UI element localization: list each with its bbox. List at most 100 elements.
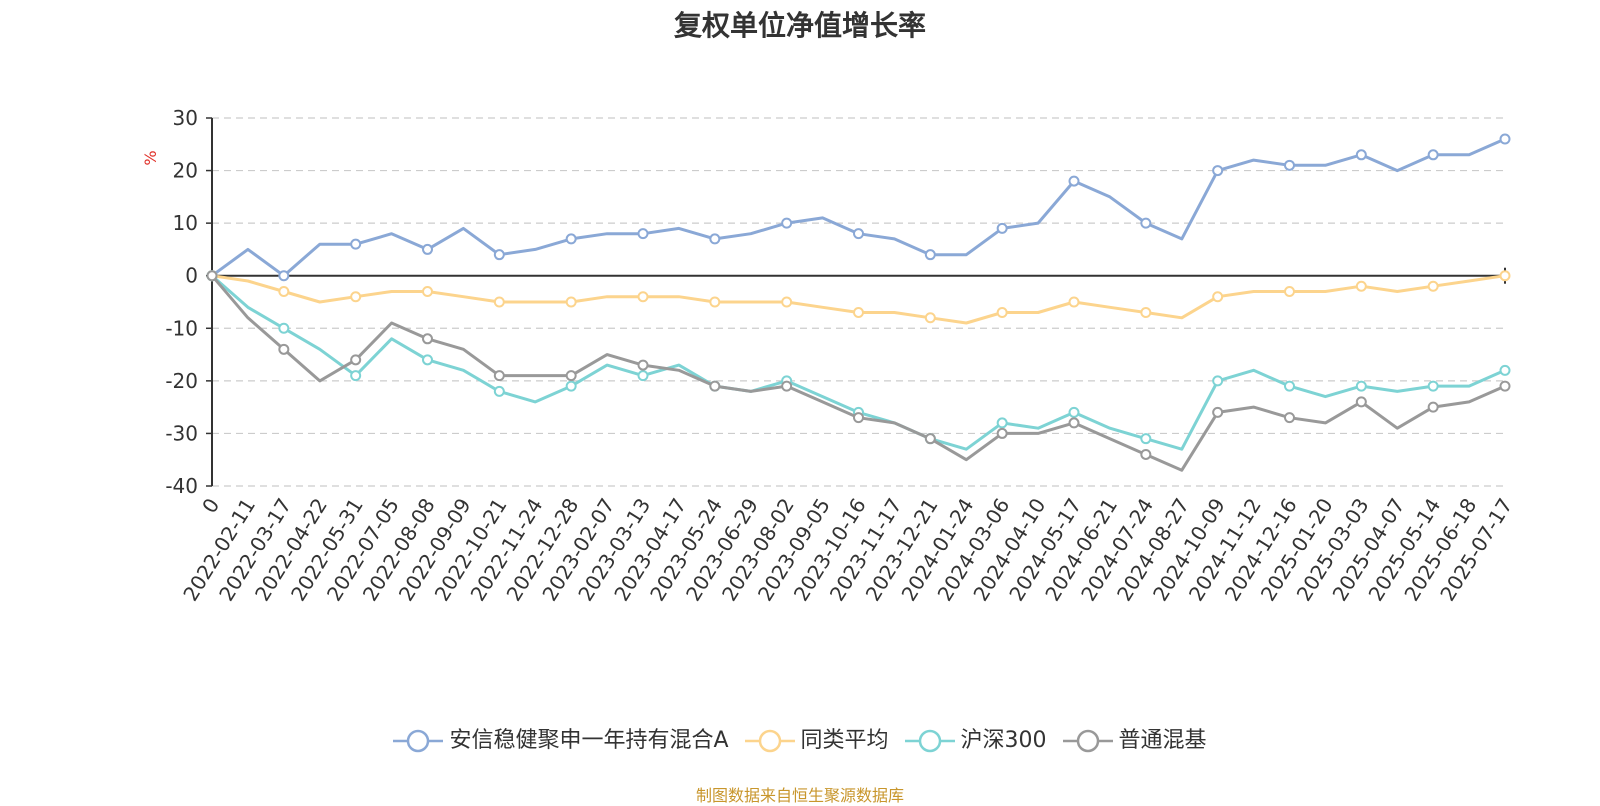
data-point <box>1355 380 1367 392</box>
data-point <box>709 296 721 308</box>
data-point <box>709 233 721 245</box>
series-1 <box>206 270 1511 325</box>
legend-item[interactable]: 沪深300 <box>904 722 1047 754</box>
y-axis-label: % <box>141 150 160 165</box>
data-point <box>1355 396 1367 408</box>
data-point <box>278 285 290 297</box>
series-line <box>211 137 1506 278</box>
data-point <box>1355 149 1367 161</box>
data-point <box>1284 380 1295 392</box>
legend-item[interactable]: 同类平均 <box>744 722 889 754</box>
data-point <box>1284 412 1295 424</box>
data-point <box>1212 406 1224 418</box>
data-point <box>493 385 505 397</box>
data-point <box>637 370 649 382</box>
series-lines <box>206 133 1511 472</box>
data-point <box>1499 270 1511 282</box>
data-point <box>565 233 577 245</box>
data-point <box>350 370 362 382</box>
data-point <box>637 228 649 240</box>
data-point <box>1068 296 1080 308</box>
data-point <box>422 354 433 366</box>
data-point <box>1499 364 1511 376</box>
data-point <box>637 359 649 371</box>
y-tick-label: 20 <box>173 159 198 183</box>
y-tick-label: -20 <box>165 369 198 393</box>
data-point <box>996 427 1008 439</box>
y-tick-label: 0 <box>185 264 198 288</box>
data-point <box>1427 149 1439 161</box>
data-point <box>709 380 721 392</box>
data-point <box>1499 380 1511 392</box>
data-point <box>278 322 290 334</box>
data-point <box>1140 217 1152 229</box>
data-point <box>206 270 218 282</box>
series-line <box>211 274 1506 451</box>
data-point <box>1212 165 1224 177</box>
data-point <box>422 243 433 255</box>
source-note: 制图数据来自恒生聚源数据库 <box>695 786 904 805</box>
data-point <box>493 370 505 382</box>
tick-labels: 3020100-10-20-30-40%02022-02-112022-03-1… <box>141 106 1517 605</box>
data-point <box>565 380 577 392</box>
y-tick-label: 30 <box>173 106 198 130</box>
data-point <box>781 217 793 229</box>
series-0 <box>206 133 1511 282</box>
data-point <box>853 228 864 240</box>
data-point <box>1068 175 1080 187</box>
grid-lines <box>212 117 1505 487</box>
data-point <box>1140 433 1152 445</box>
data-point <box>996 307 1008 319</box>
legend-marker-icon <box>744 729 795 753</box>
x-tick-label: 0 <box>197 494 224 518</box>
data-point <box>924 312 936 324</box>
data-point <box>1068 406 1080 418</box>
legend-marker-icon <box>904 729 955 753</box>
data-point <box>422 285 433 297</box>
series-line <box>210 274 1506 472</box>
data-point <box>637 291 649 303</box>
data-point <box>1140 448 1152 460</box>
data-point <box>781 380 793 392</box>
y-tick-label: -10 <box>165 316 198 340</box>
y-tick-label: 10 <box>173 211 198 235</box>
axes <box>206 117 1506 487</box>
data-point <box>853 307 864 319</box>
legend: 安信稳健聚申一年持有混合A 同类平均 沪深300 普通混基 <box>0 722 1600 754</box>
y-tick-label: -40 <box>165 474 198 498</box>
legend-label: 同类平均 <box>800 728 889 753</box>
chart-title: 复权单位净值增长率 <box>673 9 926 42</box>
data-point <box>1499 133 1511 145</box>
data-point <box>853 412 864 424</box>
y-tick-label: -30 <box>165 421 198 445</box>
data-point <box>350 354 362 366</box>
data-point <box>565 370 577 382</box>
data-point <box>996 417 1008 429</box>
data-point <box>350 291 362 303</box>
data-point <box>1140 307 1152 319</box>
data-point <box>493 249 505 261</box>
legend-marker-icon <box>1062 729 1113 753</box>
data-point <box>1284 285 1295 297</box>
data-point <box>278 343 290 355</box>
data-point <box>1427 380 1439 392</box>
legend-label: 普通混基 <box>1118 728 1207 753</box>
data-point <box>1068 417 1080 429</box>
series-3 <box>206 270 1511 472</box>
data-point <box>781 296 793 308</box>
data-point <box>1427 280 1439 292</box>
data-point <box>1284 159 1295 171</box>
data-point <box>924 249 936 261</box>
data-point <box>1427 401 1439 413</box>
data-point <box>996 222 1008 234</box>
legend-marker-icon <box>393 729 444 753</box>
legend-item[interactable]: 普通混基 <box>1062 722 1207 754</box>
data-point <box>350 238 362 250</box>
data-point <box>1355 280 1367 292</box>
data-point <box>493 296 505 308</box>
data-point <box>924 433 936 445</box>
legend-item[interactable]: 安信稳健聚申一年持有混合A <box>393 722 729 754</box>
legend-label: 安信稳健聚申一年持有混合A <box>449 728 729 753</box>
data-point <box>1212 375 1224 387</box>
